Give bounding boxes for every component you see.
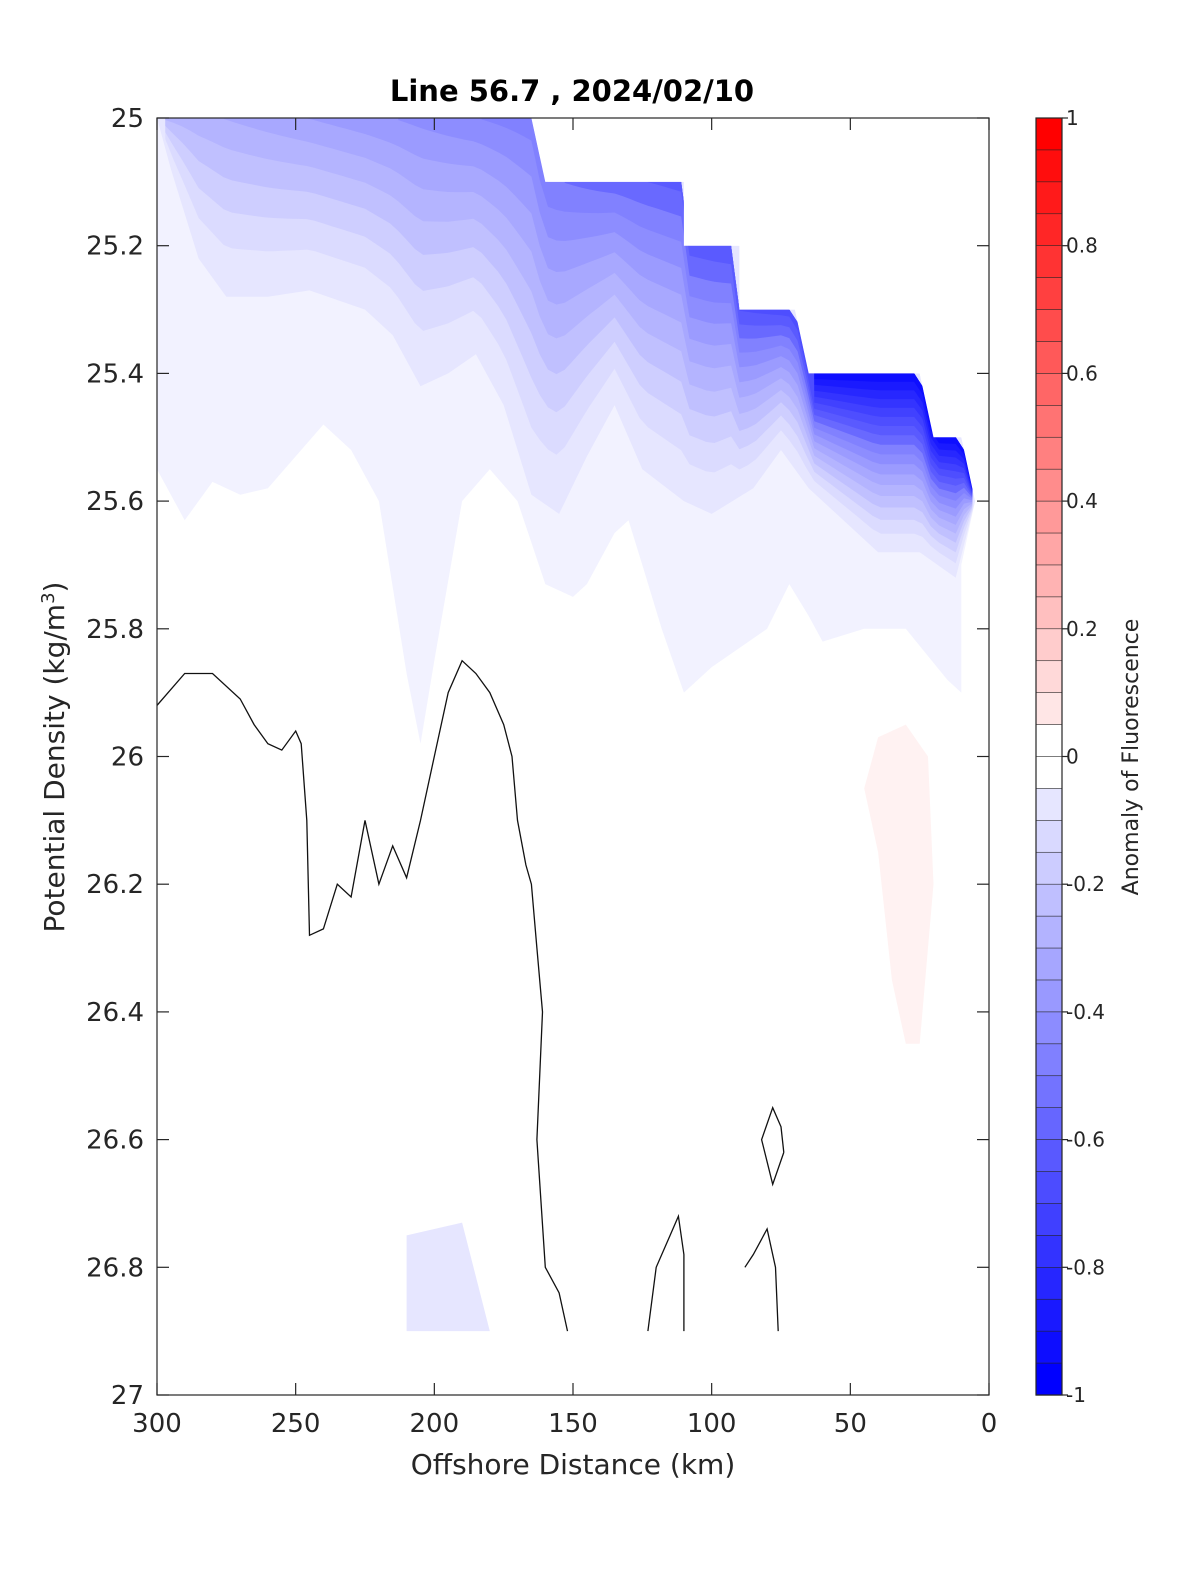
colorbar-bin bbox=[1035, 724, 1063, 758]
colorbar-bin bbox=[1035, 468, 1063, 502]
x-tick-label: 200 bbox=[410, 1409, 460, 1439]
colorbar: 1 0.8 0.6 0.4 0.2 0 -0.2 -0.4 -0.6 -0.8 -1 bbox=[1035, 106, 1105, 1407]
colorbar-bin bbox=[1035, 628, 1063, 662]
colorbar-bin bbox=[1035, 245, 1063, 279]
anomaly-layer-4 bbox=[165, 118, 973, 534]
y-tick-label: 26.2 bbox=[86, 870, 144, 900]
colorbar-bin bbox=[1035, 660, 1063, 694]
colorbar-bin bbox=[1035, 373, 1063, 406]
y-tick-label: 26.8 bbox=[86, 1253, 144, 1283]
anomaly-layer-13 bbox=[814, 373, 973, 493]
colorbar-tick-label: 0 bbox=[1066, 745, 1079, 769]
anomaly-layer-15 bbox=[814, 373, 973, 491]
x-axis: 300 250 200 150 100 50 0 bbox=[132, 118, 997, 1439]
colorbar-tick-label: 1 bbox=[1066, 106, 1079, 130]
colorbar-bin bbox=[1035, 1171, 1063, 1205]
colorbar-bin bbox=[1035, 1107, 1063, 1141]
y-axis-label-close: ) bbox=[38, 582, 71, 593]
colorbar-tick-label: 0.4 bbox=[1066, 489, 1098, 513]
y-tick-label: 25 bbox=[111, 104, 144, 134]
colorbar-bin bbox=[1035, 277, 1063, 311]
colorbar-tick-label: -0.8 bbox=[1066, 1255, 1105, 1279]
colorbar-bin bbox=[1035, 1362, 1063, 1396]
colorbar-bin bbox=[1035, 436, 1063, 470]
colorbar-bin bbox=[1035, 692, 1063, 726]
y-axis-label-main: Potential Density (kg/m bbox=[38, 604, 71, 933]
plot-area bbox=[157, 118, 989, 1332]
y-tick-label: 25.8 bbox=[86, 615, 144, 645]
y-tick-label: 26 bbox=[111, 743, 144, 773]
colorbar-bin bbox=[1035, 1011, 1063, 1045]
y-tick-label: 25.4 bbox=[86, 359, 144, 389]
colorbar-bin bbox=[1035, 915, 1063, 949]
colorbar-tick-label: -0.6 bbox=[1066, 1128, 1105, 1152]
zero-contour-0 bbox=[157, 659, 569, 1332]
colorbar-tick-label: -1 bbox=[1066, 1383, 1086, 1407]
colorbar-bin bbox=[1035, 1235, 1063, 1268]
no-data-mask bbox=[157, 118, 989, 502]
colorbar-bin bbox=[1035, 851, 1063, 885]
colorbar-bin bbox=[1035, 213, 1063, 247]
colorbar-bin bbox=[1035, 1203, 1063, 1236]
y-tick-label: 25.6 bbox=[86, 487, 144, 517]
colorbar-bin bbox=[1035, 341, 1063, 375]
colorbar-tick-label: 0.2 bbox=[1066, 617, 1098, 641]
x-tick-label: 50 bbox=[834, 1409, 867, 1439]
colorbar-label: Anomaly of Fluorescence bbox=[1119, 619, 1144, 896]
colorbar-bin bbox=[1035, 117, 1063, 151]
colorbar-bin bbox=[1035, 883, 1063, 917]
chart-title: Line 56.7 , 2024/02/10 bbox=[390, 74, 754, 108]
x-tick-label: 300 bbox=[132, 1409, 182, 1439]
colorbar-bin bbox=[1035, 1298, 1063, 1332]
y-tick-label: 26.4 bbox=[86, 998, 144, 1028]
colorbar-bin bbox=[1035, 756, 1063, 790]
colorbar-tick-label: -0.2 bbox=[1066, 872, 1105, 896]
colorbar-bin bbox=[1035, 820, 1063, 853]
x-tick-label: 150 bbox=[548, 1409, 598, 1439]
zero-contour-3 bbox=[744, 1227, 779, 1332]
colorbar-bin bbox=[1035, 500, 1063, 534]
anomaly-region-2 bbox=[351, 1222, 490, 1332]
colorbar-bin bbox=[1035, 1139, 1063, 1173]
colorbar-bin bbox=[1035, 979, 1063, 1013]
x-tick-label: 250 bbox=[271, 1409, 321, 1439]
colorbar-bin bbox=[1035, 532, 1063, 566]
y-tick-label: 27 bbox=[111, 1381, 144, 1411]
colorbar-bin bbox=[1035, 1075, 1063, 1109]
x-tick-label: 100 bbox=[687, 1409, 737, 1439]
y-tick-label: 25.2 bbox=[86, 232, 144, 262]
positive-anomaly-patch bbox=[864, 724, 934, 1044]
x-tick-label: 0 bbox=[981, 1409, 998, 1439]
colorbar-bin bbox=[1035, 405, 1063, 438]
y-axis-label-superscript: 3 bbox=[38, 592, 59, 603]
colorbar-bin bbox=[1035, 1330, 1063, 1364]
colorbar-tick-label: 0.6 bbox=[1066, 361, 1098, 385]
colorbar-bin bbox=[1035, 309, 1063, 343]
zero-contour-2 bbox=[647, 1213, 685, 1332]
colorbar-bin bbox=[1035, 181, 1063, 215]
colorbar-tick-label: 0.8 bbox=[1066, 234, 1098, 258]
zero-contour-1 bbox=[760, 1105, 785, 1187]
y-axis: 25 25.2 25.4 25.6 25.8 26 26.2 26.4 26.6 26.8 27 bbox=[86, 104, 989, 1411]
colorbar-bin bbox=[1035, 596, 1063, 630]
y-tick-label: 26.6 bbox=[86, 1126, 144, 1156]
colorbar-tick-label: -0.4 bbox=[1066, 1000, 1105, 1024]
zero-contour-lines bbox=[157, 659, 785, 1332]
colorbar-bin bbox=[1035, 149, 1063, 183]
colorbar-bin bbox=[1035, 1267, 1063, 1300]
colorbar-bin bbox=[1035, 788, 1063, 821]
x-axis-label: Offshore Distance (km) bbox=[411, 1448, 736, 1481]
y-axis-label: Potential Density (kg/m3) bbox=[38, 582, 72, 933]
colorbar-bin bbox=[1035, 564, 1063, 598]
colorbar-bin bbox=[1035, 1043, 1063, 1077]
colorbar-bin bbox=[1035, 947, 1063, 981]
